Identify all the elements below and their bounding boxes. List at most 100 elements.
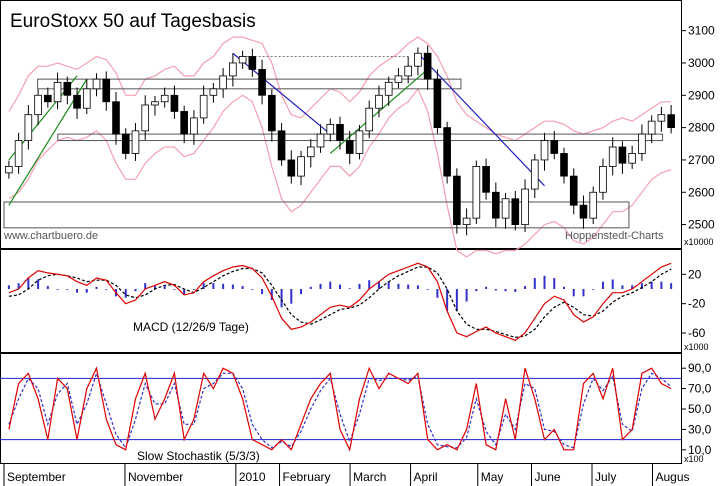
macd-histogram-bar [416, 285, 419, 289]
candle-body [628, 153, 636, 164]
candle-body [560, 153, 568, 177]
candle-body [414, 52, 422, 67]
candle-body [667, 114, 675, 129]
stochastic-layer [0, 366, 681, 452]
macd-histogram-bar [231, 284, 234, 289]
macd-histogram-bar [290, 289, 293, 304]
macd-histogram-bar [387, 281, 390, 289]
price-tick-label: 2600 [688, 185, 715, 199]
macd-histogram-bar [640, 283, 643, 289]
candle-body [579, 204, 588, 219]
macd-histogram-bar [183, 289, 186, 295]
candle-body [336, 123, 344, 141]
macd-histogram-bar [124, 289, 127, 298]
macd-histogram-bar [572, 289, 575, 297]
price-tick-label: 3000 [688, 56, 715, 70]
macd-histogram-bar [76, 289, 79, 293]
axis-layer: 2500 2600 2700 2800 2900 3000 3100 20 -20 -60 90,0… [3, 24, 715, 486]
macd-histogram-bar [485, 286, 488, 289]
stochastic-d-line [8, 371, 672, 450]
candle-body [306, 146, 315, 158]
candle-body [472, 166, 481, 219]
chart-title: EuroStoxx 50 auf Tagesbasis [10, 11, 256, 32]
macd-scale-tag: x1000 [684, 342, 709, 352]
macd-histogram-bar [251, 289, 254, 290]
candle-body [277, 130, 286, 161]
candle-body [569, 175, 578, 206]
candle-body [297, 156, 305, 177]
macd-histogram-bar [368, 280, 371, 289]
macd-histogram-bar [46, 286, 49, 289]
month-label: May [481, 470, 504, 484]
candle-body [248, 56, 257, 70]
stochastic-tick-label: 50,0 [688, 402, 712, 416]
macd-histogram-bar [582, 289, 585, 297]
candle-body [453, 175, 461, 226]
macd-histogram-bar [446, 289, 449, 311]
candle-body [355, 130, 364, 154]
candle-body [443, 127, 451, 177]
candle-body [540, 140, 549, 161]
price-scale-tag: x10000 [684, 237, 714, 247]
macd-histogram-bar [134, 289, 137, 292]
candle-body [589, 191, 598, 219]
candle-body [24, 114, 33, 141]
source-credit-left: www.chartbuero.de [3, 230, 98, 242]
macd-layer [7, 262, 673, 341]
macd-histogram-bar [455, 289, 458, 311]
month-label: July [595, 470, 616, 484]
macd-histogram-bar [660, 281, 663, 289]
candle-body [180, 111, 188, 135]
macd-histogram-bar [105, 289, 108, 290]
macd-histogram-bar [144, 283, 147, 289]
macd-histogram-bar [309, 286, 312, 289]
month-label: April [414, 470, 438, 484]
macd-histogram-bar [56, 289, 59, 290]
macd-histogram-bar [192, 289, 195, 290]
macd-histogram-bar [339, 284, 341, 289]
candle-body [170, 94, 179, 112]
macd-tick-label: -60 [688, 326, 706, 340]
candle-body [14, 140, 23, 167]
candle-body [599, 166, 607, 193]
macd-histogram-bar [426, 289, 429, 290]
candle-body [121, 133, 130, 154]
candle-body [53, 81, 62, 103]
macd-histogram-bar [358, 283, 361, 289]
downtrend-line-1 [417, 52, 545, 187]
candle-body [657, 114, 666, 122]
macd-histogram-bar [631, 285, 634, 289]
candle-body [384, 81, 393, 96]
month-label: February [283, 470, 331, 484]
macd-histogram-bar [17, 283, 20, 289]
candle-body [287, 159, 296, 177]
macd-histogram-bar [319, 283, 322, 289]
candle-body [521, 188, 529, 226]
macd-histogram-bar [650, 281, 653, 289]
candle-body [63, 81, 72, 96]
macd-histogram-bar [95, 286, 98, 289]
macd-histogram-bar [553, 278, 556, 289]
candle-body [258, 69, 266, 96]
month-label: June [535, 470, 561, 484]
macd-histogram-bar [37, 279, 40, 289]
bollinger-upper-line [8, 36, 672, 142]
macd-histogram-bar [621, 285, 624, 289]
macd-histogram-bar [153, 285, 156, 289]
price-tick-label: 3100 [688, 24, 715, 38]
candle-body [190, 117, 198, 135]
candle-body [34, 94, 42, 116]
macd-histogram-bar [543, 275, 546, 289]
candle-body [375, 94, 383, 109]
candle-body [131, 130, 140, 154]
candle-body [268, 94, 276, 132]
candle-body [550, 140, 559, 154]
macd-histogram-bar [202, 283, 205, 289]
macd-histogram-bar [611, 279, 614, 289]
macd-histogram-bar [494, 289, 497, 291]
macd-histogram-bar [222, 283, 225, 289]
macd-signal-line [8, 266, 672, 339]
macd-histogram-bar [592, 289, 595, 290]
